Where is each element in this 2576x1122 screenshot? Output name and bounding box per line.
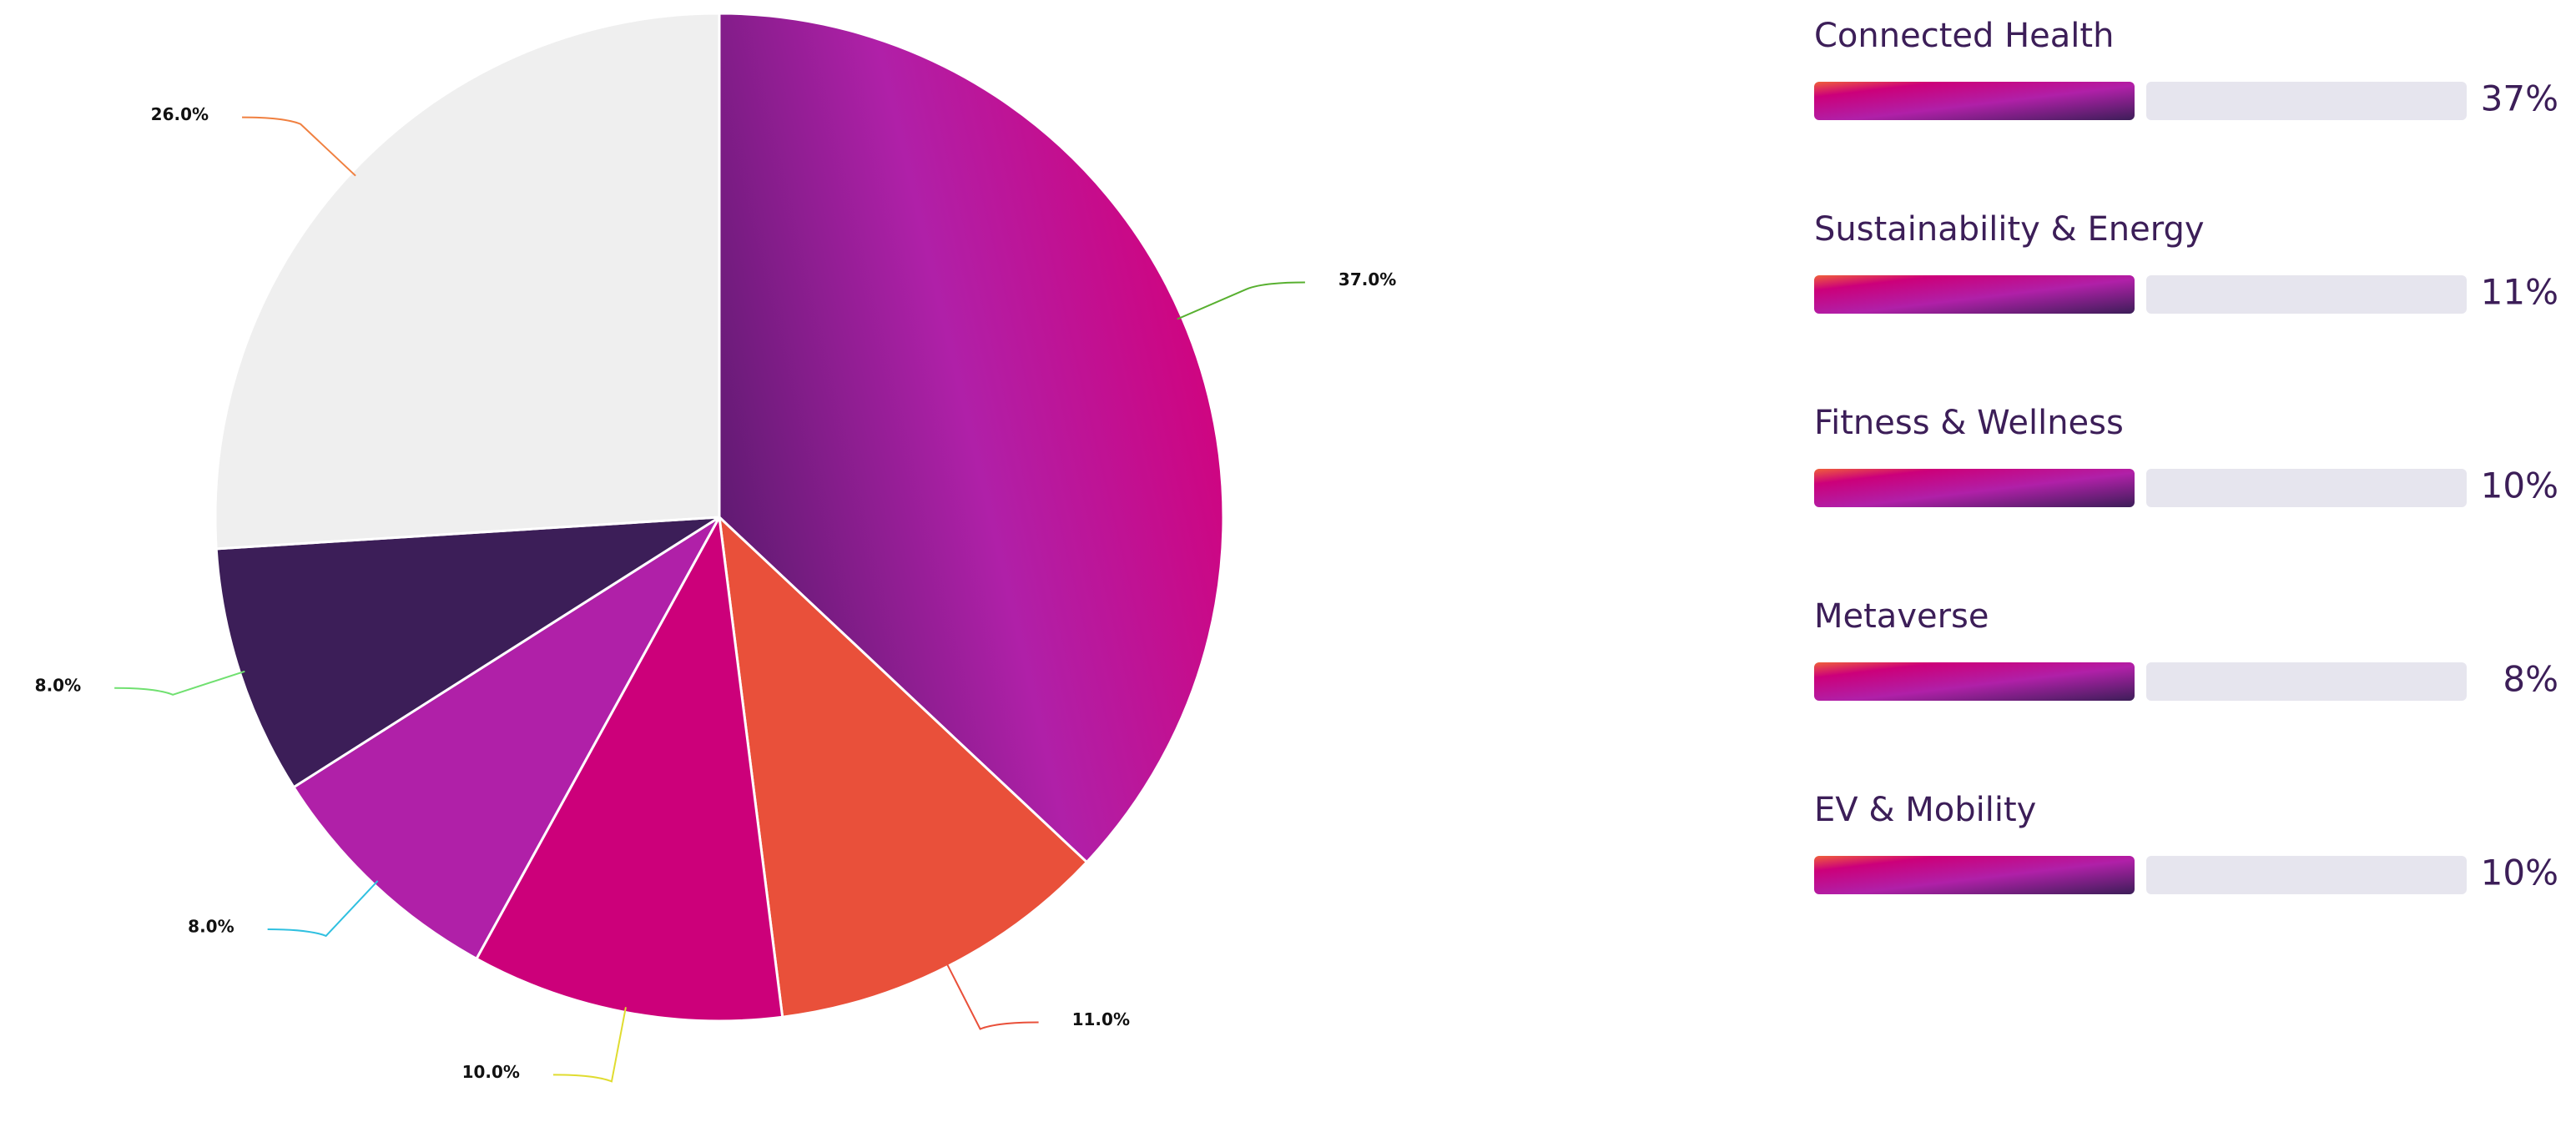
progress-track <box>2146 662 2467 701</box>
leader-line <box>267 880 379 938</box>
item-label: Fitness & Wellness <box>1814 404 2124 442</box>
item-label: EV & Mobility <box>1814 791 2036 829</box>
data-label: 10.0% <box>462 1062 520 1082</box>
progress-track <box>2146 469 2467 507</box>
progress-fill <box>1814 662 2135 701</box>
leader-line <box>242 116 356 177</box>
progress-track <box>2146 275 2467 314</box>
progress-fill <box>1814 856 2135 894</box>
item-label: Sustainability & Energy <box>1814 210 2205 249</box>
item-label: Metaverse <box>1814 597 1989 636</box>
progress-track <box>2146 856 2467 894</box>
data-label: 26.0% <box>151 104 209 124</box>
item-value: 37% <box>2481 78 2558 119</box>
leader-line <box>1177 281 1305 320</box>
progress-track <box>2146 82 2467 120</box>
item-value: 10% <box>2481 853 2558 893</box>
leader-line <box>552 1007 627 1083</box>
item-value: 11% <box>2481 272 2558 313</box>
data-label: 8.0% <box>188 916 234 936</box>
leader-line <box>114 670 245 696</box>
progress-fill <box>1814 469 2135 507</box>
pie-slice <box>214 12 721 551</box>
item-value: 10% <box>2481 465 2558 506</box>
leader-line <box>945 961 1039 1030</box>
progress-fill <box>1814 82 2135 120</box>
item-value: 8% <box>2503 659 2558 700</box>
data-label: 8.0% <box>35 675 81 695</box>
data-label: 11.0% <box>1072 1009 1130 1029</box>
data-label: 37.0% <box>1338 269 1396 289</box>
item-label: Connected Health <box>1814 17 2114 55</box>
progress-fill <box>1814 275 2135 314</box>
